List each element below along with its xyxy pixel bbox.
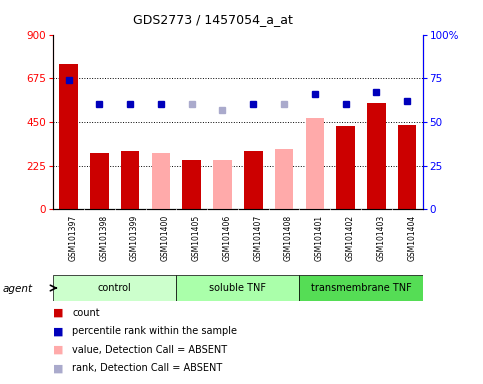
Bar	[183, 160, 201, 209]
Text: control: control	[98, 283, 131, 293]
FancyBboxPatch shape	[53, 275, 176, 301]
Text: ■: ■	[53, 308, 64, 318]
Text: GSM101408: GSM101408	[284, 215, 293, 261]
Text: GSM101403: GSM101403	[376, 215, 385, 261]
Bar	[121, 151, 139, 209]
Text: soluble TNF: soluble TNF	[209, 283, 267, 293]
Text: percentile rank within the sample: percentile rank within the sample	[72, 326, 238, 336]
Text: GSM101404: GSM101404	[407, 215, 416, 261]
Text: ■: ■	[53, 326, 64, 336]
Text: GSM101399: GSM101399	[130, 215, 139, 261]
Bar	[306, 118, 324, 209]
Text: GSM101397: GSM101397	[69, 215, 78, 261]
Bar	[152, 153, 170, 209]
Text: transmembrane TNF: transmembrane TNF	[311, 283, 412, 293]
Text: ■: ■	[53, 345, 64, 355]
Text: value, Detection Call = ABSENT: value, Detection Call = ABSENT	[72, 345, 227, 355]
Bar	[398, 125, 416, 209]
Text: GSM101406: GSM101406	[223, 215, 231, 261]
Bar	[336, 126, 355, 209]
Text: GSM101405: GSM101405	[192, 215, 201, 261]
Text: agent: agent	[2, 284, 32, 294]
Text: GSM101400: GSM101400	[161, 215, 170, 261]
Bar	[213, 160, 232, 209]
Bar	[275, 149, 293, 209]
FancyBboxPatch shape	[299, 275, 423, 301]
Text: GSM101407: GSM101407	[253, 215, 262, 261]
Bar	[244, 151, 263, 209]
Bar	[59, 64, 78, 209]
FancyBboxPatch shape	[176, 275, 299, 301]
Text: GDS2773 / 1457054_a_at: GDS2773 / 1457054_a_at	[132, 13, 293, 26]
Text: GSM101401: GSM101401	[315, 215, 324, 261]
Text: GSM101398: GSM101398	[99, 215, 108, 261]
Text: GSM101402: GSM101402	[346, 215, 355, 261]
Text: count: count	[72, 308, 100, 318]
Text: ■: ■	[53, 363, 64, 373]
Bar	[367, 103, 385, 209]
Bar	[90, 153, 109, 209]
Text: rank, Detection Call = ABSENT: rank, Detection Call = ABSENT	[72, 363, 223, 373]
